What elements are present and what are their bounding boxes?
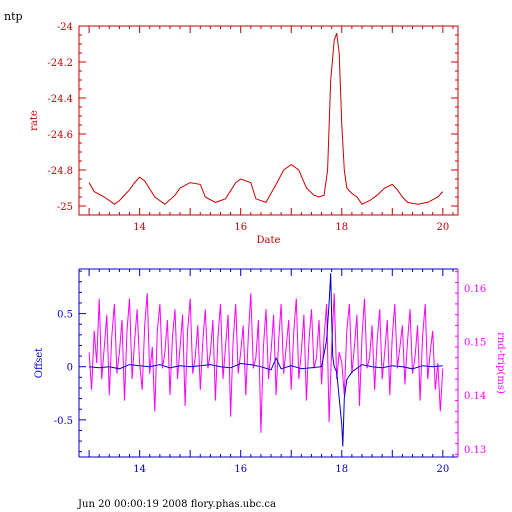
rate-y-tick-label: -25: [57, 202, 73, 213]
offset-series-line: [89, 273, 443, 447]
rate-chart: 14 16 18 20 -24 -24.2 -24.4 -24.6 -24.8 -25 Date ra…: [29, 22, 459, 246]
rate-series-line: [88, 33, 444, 205]
rate-x-tick-label: 14: [133, 222, 146, 233]
roundtrip-y-tick-label: 0.14: [464, 391, 486, 402]
rate-y-tick-label: -24: [57, 22, 73, 33]
offset-x-tick-label: 20: [436, 464, 449, 475]
rate-y-axis-label: rate: [29, 110, 40, 131]
rate-plot-frame: [78, 25, 459, 216]
offset-y-tick-label: 0.5: [57, 310, 73, 321]
offset-roundtrip-chart: 14 16 18 20 0.5 0 -0.5 0.16 0.15 0.14 0.13 Offset rn…: [34, 268, 506, 475]
rate-x-tick-label: 16: [234, 222, 247, 233]
footer-timestamp-host: Jun 20 00:00:19 2008 flory.phas.ubc.ca: [78, 499, 276, 510]
offset-y-tick-label: -0.5: [54, 416, 73, 427]
roundtrip-y-axis-label: rnd-trip(ms): [495, 332, 506, 394]
offset-x-tick-label: 14: [133, 464, 146, 475]
offset-y-tick-label: 0: [67, 363, 73, 374]
rate-y-tick-label: -24.2: [47, 58, 73, 69]
roundtrip-y-tick-label: 0.13: [464, 445, 486, 456]
offset-y-axis-label: Offset: [34, 348, 45, 378]
rate-y-tick-label: -24.8: [47, 166, 73, 177]
roundtrip-series-line: [88, 293, 444, 433]
offset-x-tick-label: 18: [335, 464, 348, 475]
rate-y-tick-label: -24.4: [47, 94, 73, 105]
header-label: ntp: [4, 10, 23, 23]
roundtrip-y-tick-label: 0.15: [464, 338, 486, 349]
rate-x-axis-label: Date: [257, 235, 281, 246]
rate-x-tick-label: 20: [436, 222, 449, 233]
rate-x-tick-label: 18: [335, 222, 348, 233]
roundtrip-y-tick-label: 0.16: [464, 284, 486, 295]
offset-x-tick-label: 16: [234, 464, 247, 475]
rate-y-tick-label: -24.6: [47, 130, 73, 141]
